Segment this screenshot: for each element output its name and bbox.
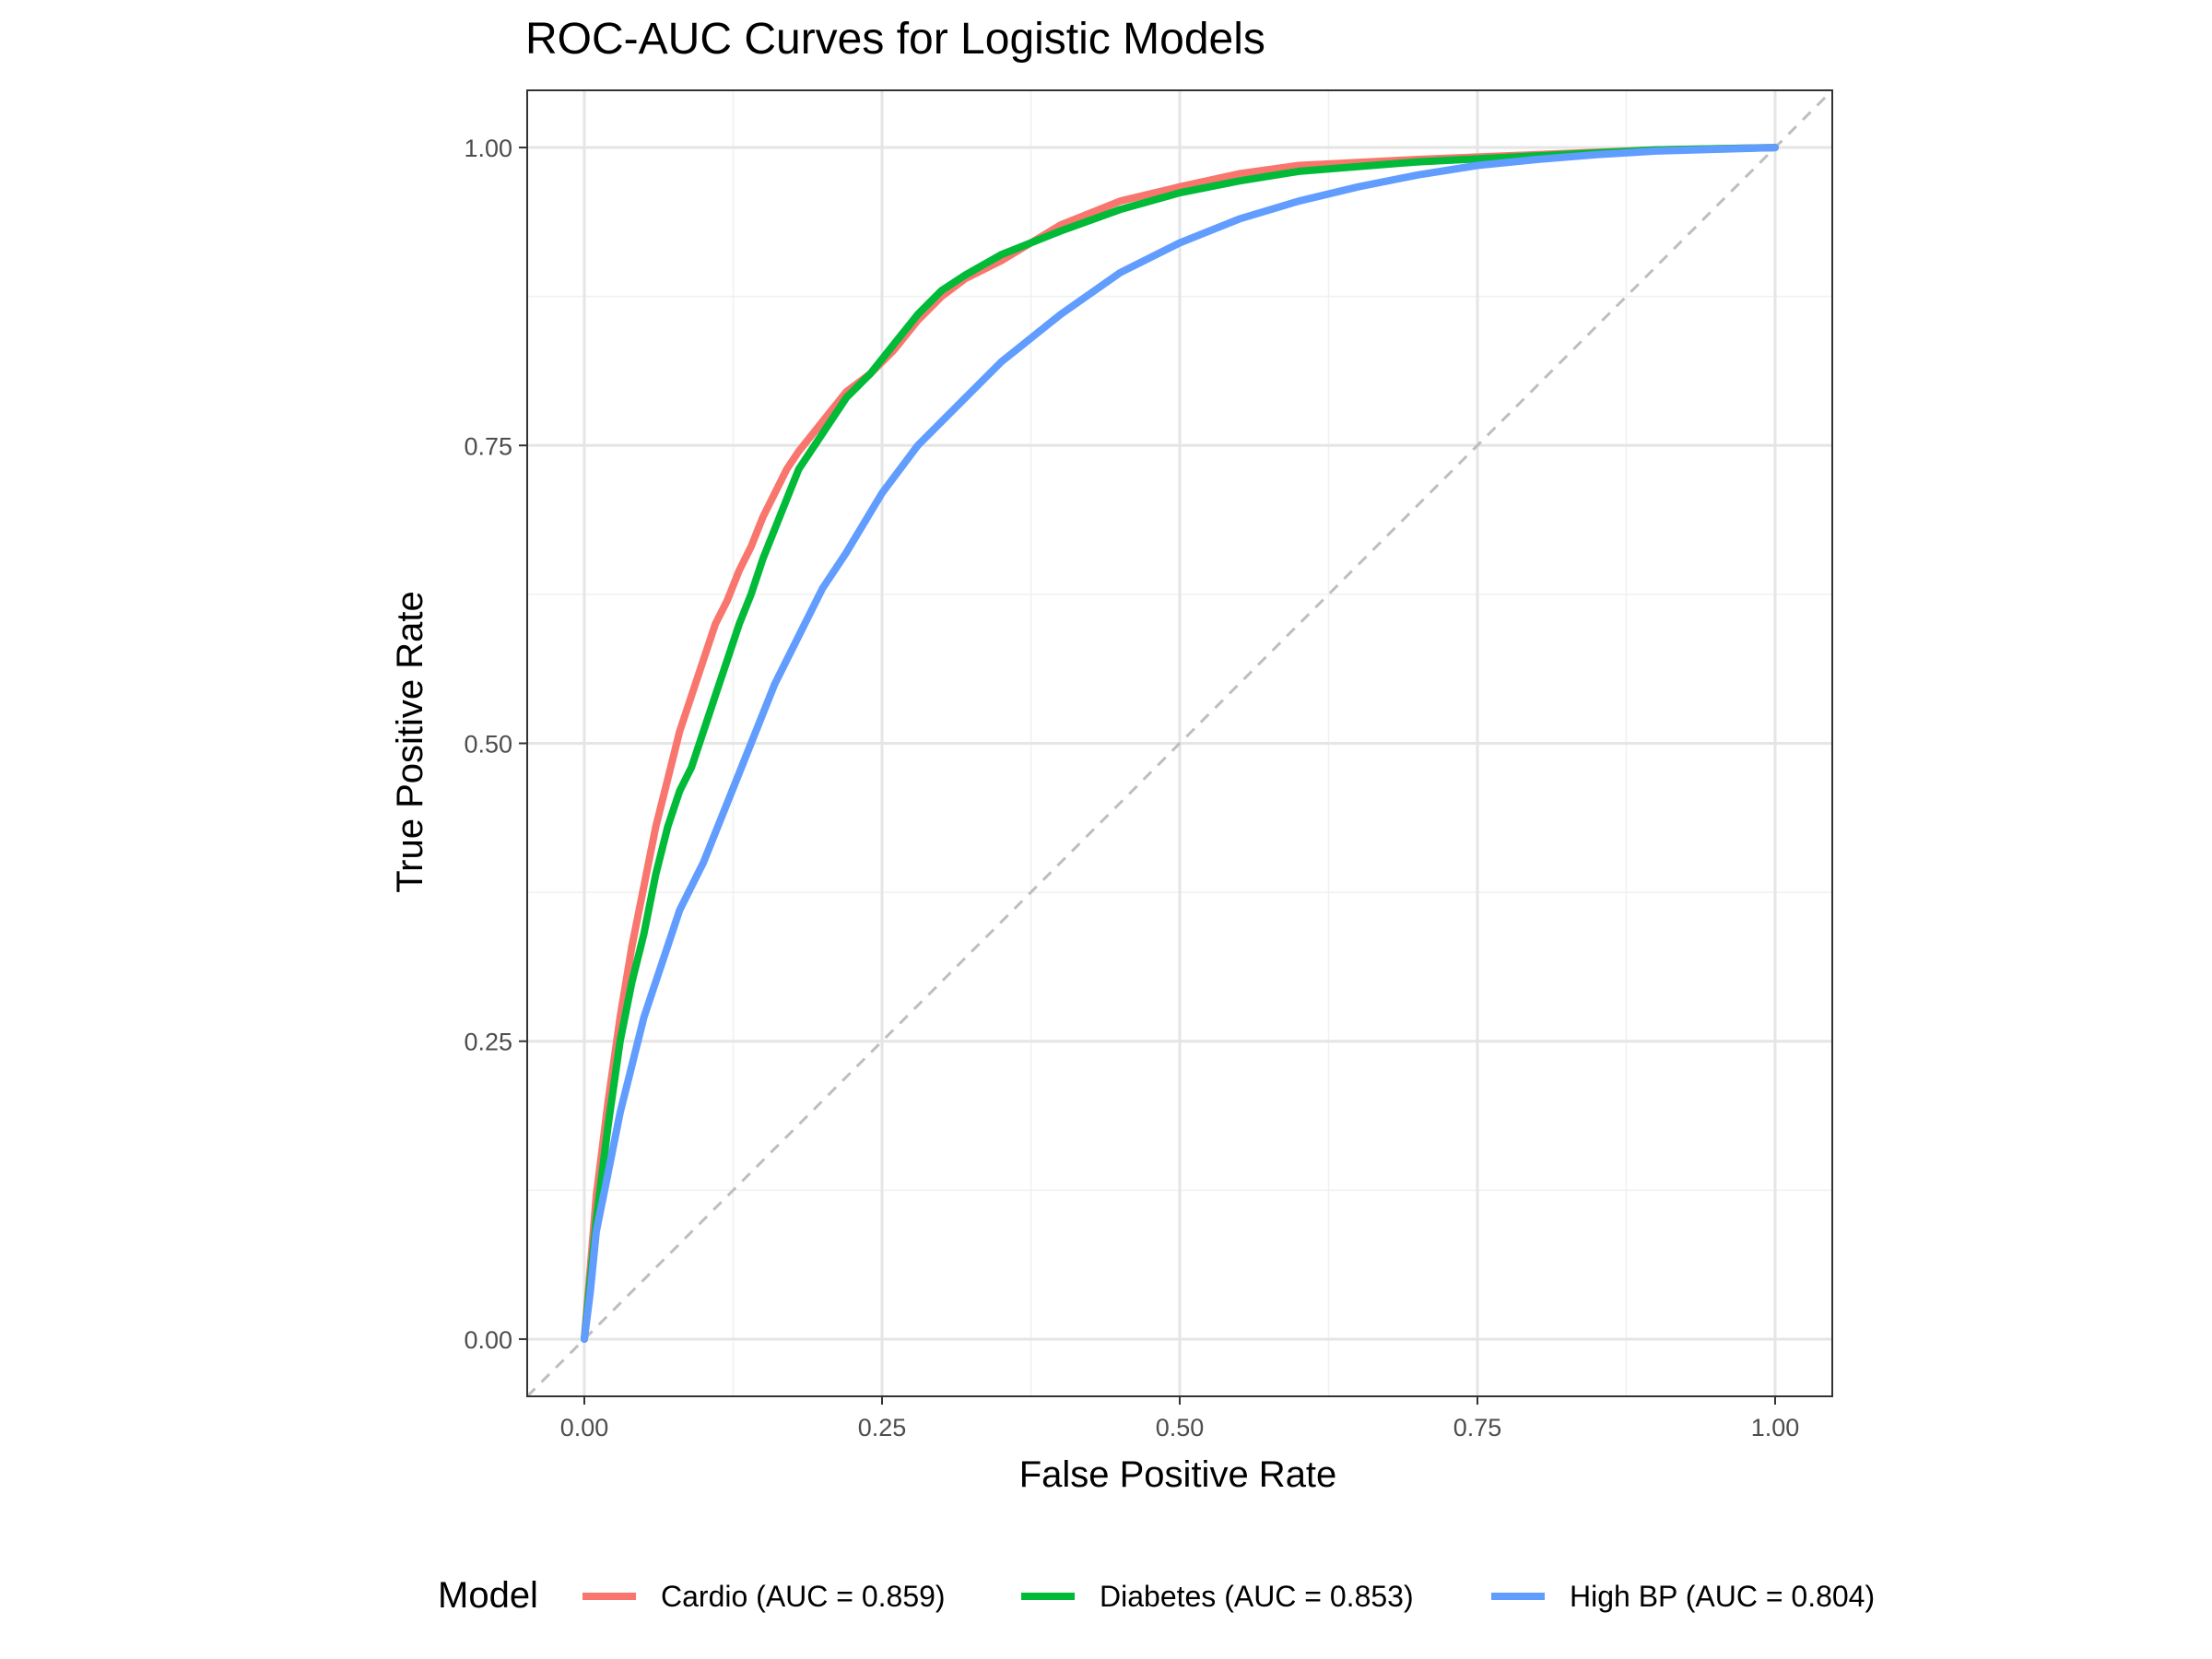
y-tick-label: 0.00 <box>464 1326 512 1354</box>
legend-title: Model <box>438 1575 538 1616</box>
y-tick-label: 0.75 <box>464 432 512 460</box>
x-tick-label: 0.75 <box>1453 1414 1502 1441</box>
y-tick-label: 1.00 <box>464 135 512 162</box>
series-line-2 <box>581 144 1779 1343</box>
y-tick-label: 0.25 <box>464 1029 512 1056</box>
reference-diagonal <box>525 88 1834 1398</box>
x-axis: 0.00 0.25 0.50 0.75 1.00 <box>560 1396 1800 1441</box>
legend-label-3: High BP (AUC = 0.804) <box>1570 1580 1875 1613</box>
y-tick-label: 0.50 <box>464 731 512 759</box>
legend: Model Cardio (AUC = 0.859) Diabetes (AUC … <box>438 1575 1875 1616</box>
x-axis-title: False Positive Rate <box>1019 1454 1337 1495</box>
series-lines <box>581 144 1779 1343</box>
legend-label-2: Diabetes (AUC = 0.853) <box>1100 1580 1414 1613</box>
series-line-1 <box>581 144 1779 1343</box>
x-tick-label: 0.50 <box>1156 1414 1205 1441</box>
y-axis: 0.00 0.25 0.50 0.75 1.00 <box>464 135 527 1354</box>
y-axis-title: True Positive Rate <box>390 591 430 893</box>
x-tick-label: 1.00 <box>1751 1414 1800 1441</box>
series-line-3 <box>581 144 1779 1343</box>
x-tick-label: 0.00 <box>560 1414 609 1441</box>
chart-title: ROC-AUC Curves for Logistic Models <box>525 15 1265 64</box>
x-tick-label: 0.25 <box>858 1414 907 1441</box>
legend-label-1: Cardio (AUC = 0.859) <box>661 1580 946 1613</box>
